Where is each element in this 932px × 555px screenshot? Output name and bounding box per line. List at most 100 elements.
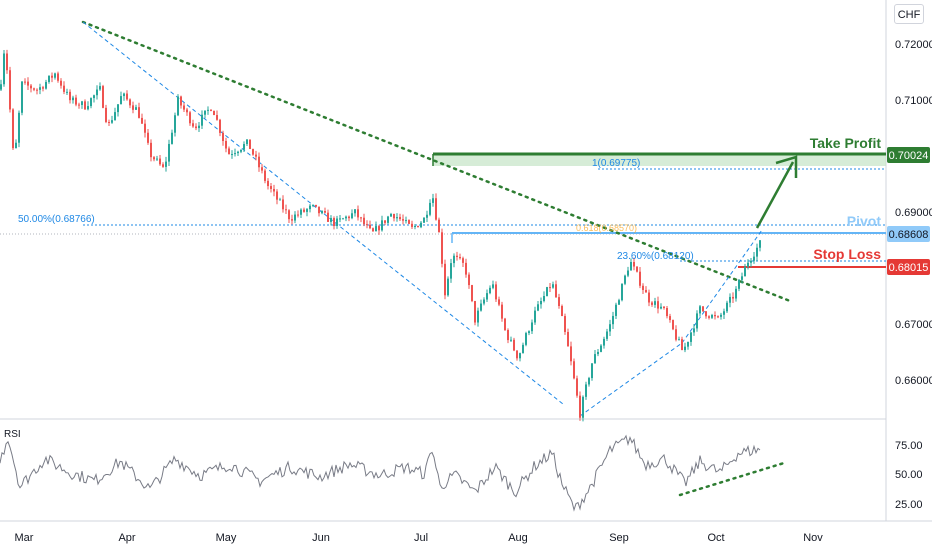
- candle-body: [621, 283, 623, 301]
- candle-body: [384, 220, 386, 223]
- candle-body: [555, 284, 557, 298]
- candle-body: [315, 204, 317, 207]
- candle-body: [312, 204, 314, 206]
- candle-body: [753, 256, 755, 261]
- projection-arrow-shaft: [755, 161, 795, 229]
- candle-body: [591, 363, 593, 379]
- candle-body: [390, 214, 392, 217]
- candle-body: [105, 107, 107, 122]
- candle-body: [414, 226, 416, 228]
- candle-body: [78, 104, 80, 106]
- candle-body: [723, 311, 725, 315]
- candle-body: [189, 112, 191, 124]
- rsi-line: [0, 434, 761, 512]
- candle-body: [582, 396, 584, 418]
- take-profit-zone: [433, 154, 886, 166]
- candle-body: [654, 301, 656, 305]
- candle-body: [672, 320, 674, 330]
- candle-body: [711, 315, 713, 318]
- candle-body: [111, 120, 113, 123]
- candle-body: [474, 301, 476, 323]
- candle-body: [690, 332, 692, 342]
- descending-trendline: [81, 20, 792, 303]
- candle-body: [87, 106, 89, 110]
- candle-body: [435, 198, 437, 220]
- candle-body: [576, 378, 578, 396]
- candle-body: [510, 339, 512, 341]
- candle-body: [615, 304, 617, 316]
- candle-body: [135, 107, 137, 110]
- candle-body: [486, 293, 488, 300]
- candle-body: [174, 115, 176, 133]
- candle-body: [522, 344, 524, 354]
- candle-body: [279, 199, 281, 201]
- candle-body: [288, 210, 290, 220]
- candle-body: [426, 214, 428, 218]
- candle-body: [369, 224, 371, 229]
- candle-body: [84, 101, 86, 110]
- candle-body: [126, 93, 128, 100]
- candle-body: [480, 303, 482, 311]
- candle-body: [612, 315, 614, 325]
- candle-body: [759, 240, 761, 248]
- time-tick: May: [216, 532, 237, 544]
- candle-body: [483, 299, 485, 304]
- candle-body: [6, 53, 8, 71]
- candle-body: [681, 339, 683, 351]
- price-label-take-profit: 0.70024: [887, 147, 930, 163]
- time-tick: Oct: [707, 532, 724, 544]
- currency-selector[interactable]: CHF: [894, 4, 924, 24]
- candle-body: [234, 153, 236, 155]
- candle-body: [93, 95, 95, 99]
- candle-body: [519, 353, 521, 359]
- candle-body: [573, 361, 575, 379]
- candle-body: [366, 224, 368, 226]
- candle-body: [138, 107, 140, 118]
- candle-body: [468, 274, 470, 286]
- candle-body: [747, 262, 749, 267]
- candle-body: [429, 202, 431, 215]
- rsi-title: RSI: [4, 429, 21, 440]
- candle-body: [75, 97, 77, 105]
- candle-body: [66, 91, 68, 93]
- candle-body: [30, 85, 32, 89]
- candle-body: [570, 346, 572, 362]
- candle-body: [585, 384, 587, 397]
- candle-body: [69, 91, 71, 101]
- candle-body: [399, 217, 401, 220]
- projection-arrow-head: [775, 155, 798, 178]
- candle-body: [36, 89, 38, 91]
- candle-body: [144, 123, 146, 133]
- candle-body: [303, 209, 305, 212]
- candle-body: [639, 271, 641, 286]
- candle-body: [453, 255, 455, 264]
- candle-body: [60, 80, 62, 86]
- candle-body: [21, 81, 23, 113]
- candle-body: [567, 331, 569, 347]
- candle-body: [708, 316, 710, 318]
- candle-body: [546, 287, 548, 297]
- candle-body: [357, 209, 359, 218]
- candles-group: [0, 49, 761, 422]
- candle-body: [534, 310, 536, 323]
- candle-body: [339, 218, 341, 220]
- candle-body: [333, 218, 335, 226]
- candle-body: [423, 217, 425, 223]
- candle-body: [420, 222, 422, 228]
- candle-body: [117, 104, 119, 113]
- candle-body: [741, 276, 743, 280]
- candle-body: [129, 99, 131, 106]
- candle-body: [249, 139, 251, 150]
- candle-body: [231, 154, 233, 156]
- price-label-text: 0.68015: [889, 262, 929, 274]
- time-tick: Mar: [15, 532, 34, 544]
- candle-body: [687, 341, 689, 347]
- time-tick: Aug: [508, 532, 528, 544]
- candle-body: [51, 75, 53, 78]
- candle-body: [237, 151, 239, 154]
- price-tick: 0.71000: [895, 95, 932, 107]
- candle-body: [633, 262, 635, 267]
- candle-body: [450, 263, 452, 279]
- candle-body: [387, 216, 389, 223]
